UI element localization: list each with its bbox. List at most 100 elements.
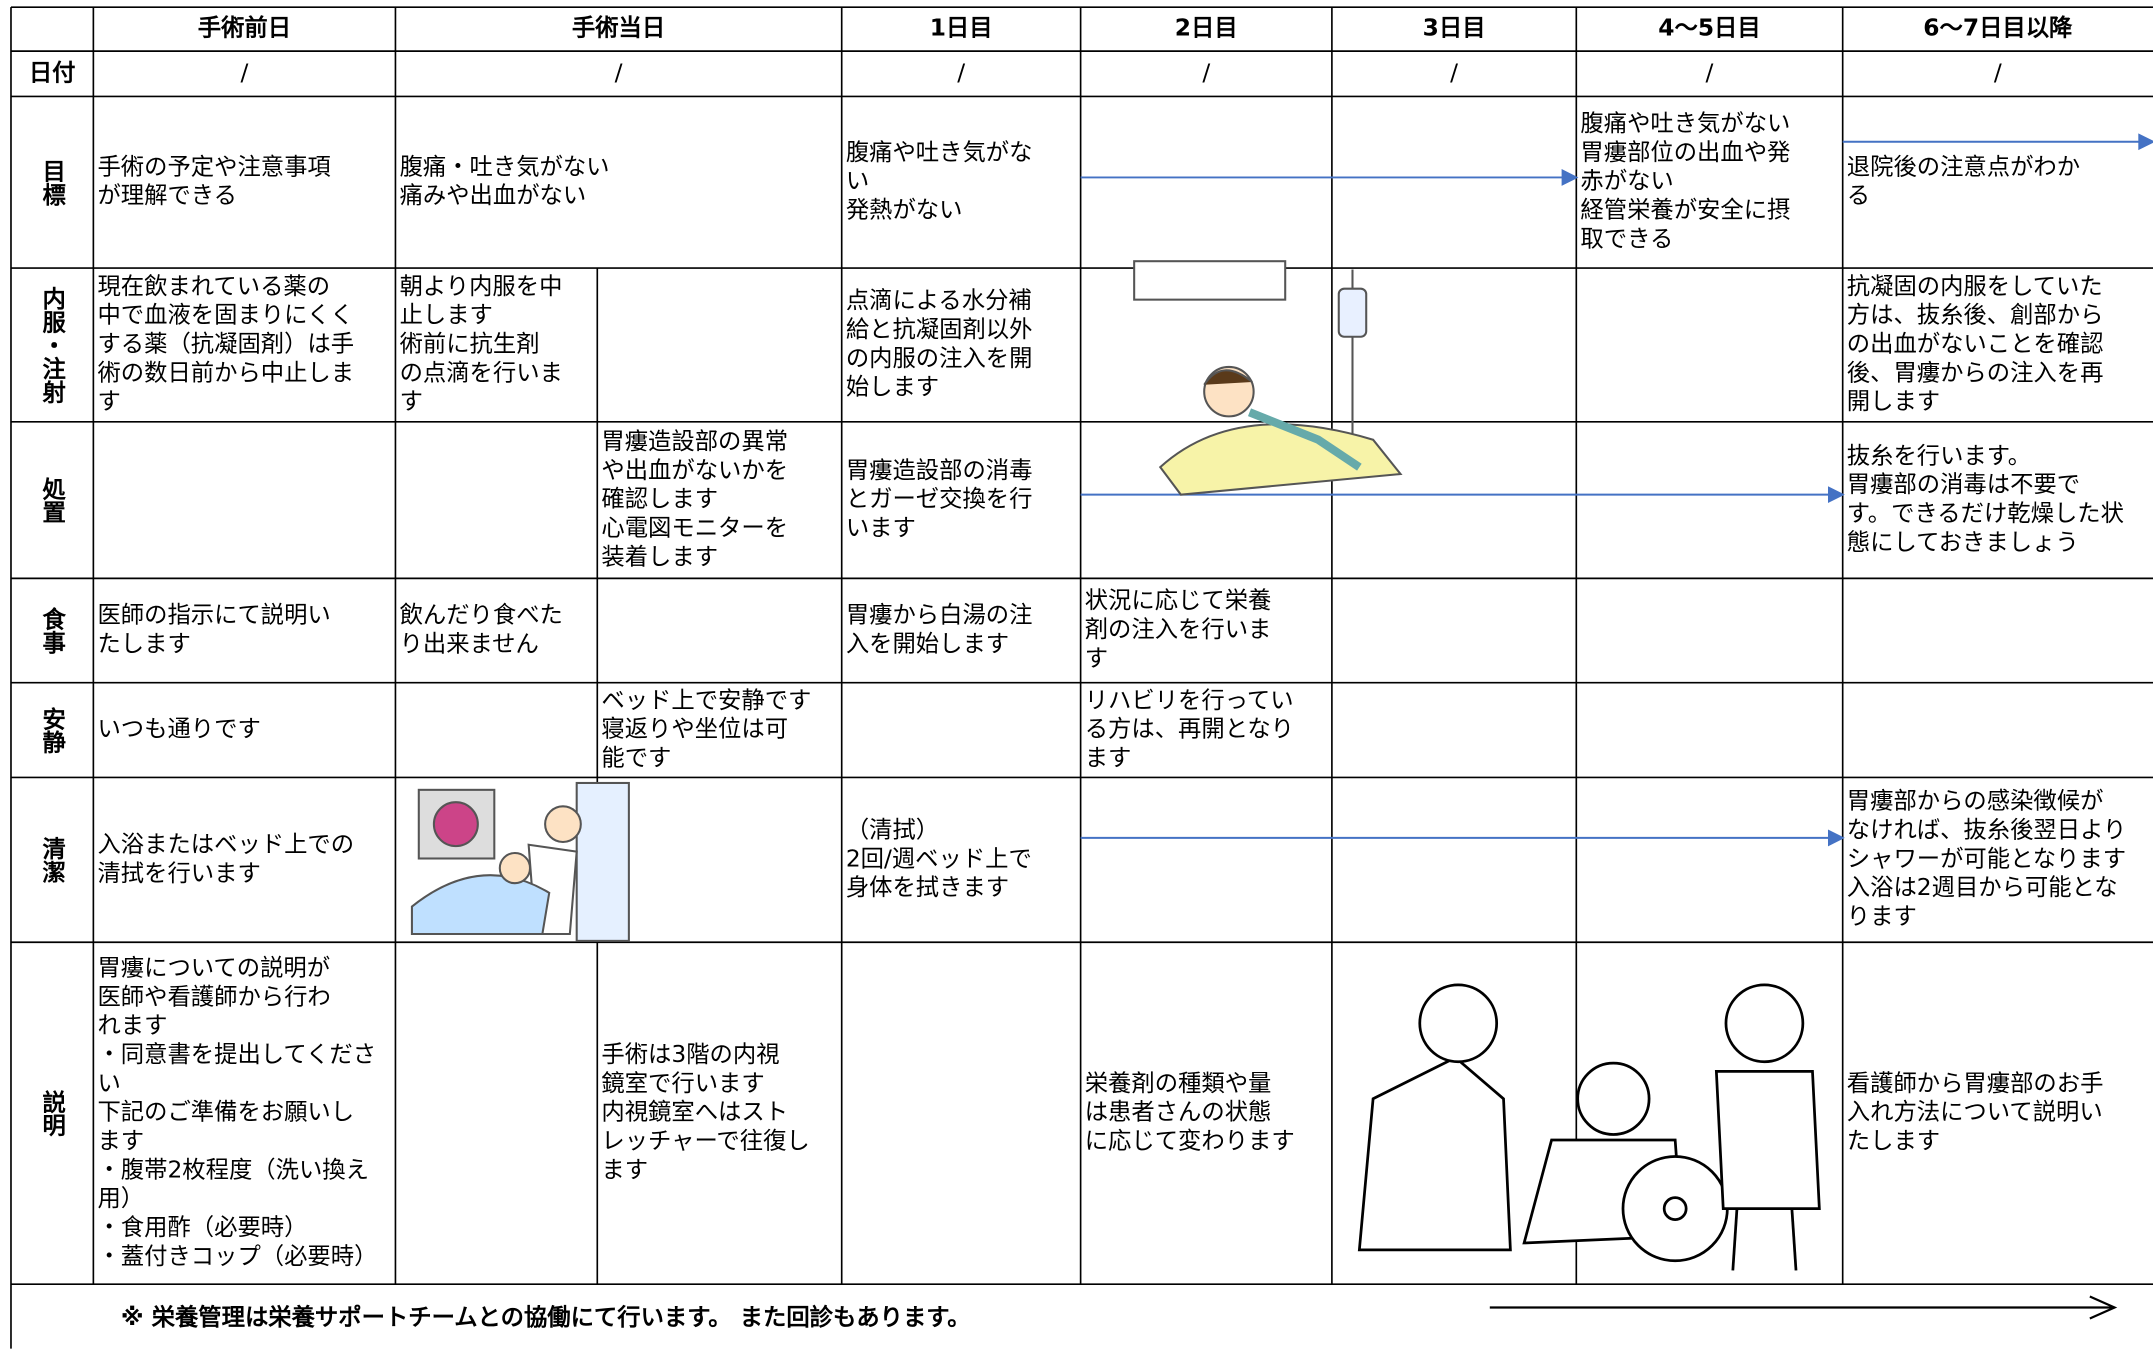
cell-text: たします	[1847, 1127, 1940, 1155]
cell-text: 剤の注入を行いま	[1085, 615, 1272, 643]
cell-text: リハビリを行ってい	[1085, 686, 1294, 714]
cell-text: 医師の指示にて説明い	[97, 601, 330, 629]
cell-text: ります	[1847, 902, 1917, 930]
cell-text: 状況に応じて栄養	[1085, 586, 1272, 614]
cell-text: 医師や看護師から行わ	[97, 982, 330, 1010]
cell-text: 栄養剤の種類や量	[1085, 1069, 1272, 1097]
cell-text: なければ、抜糸後翌日より	[1847, 816, 2126, 844]
cell-text: や出血がないかを	[601, 456, 788, 484]
cell-text: 手術は3階の内視	[601, 1040, 779, 1068]
cell-text: 寝返りや坐位は可	[601, 715, 788, 743]
cell-text: ・腹帯2枚程度（洗い換え	[97, 1155, 368, 1183]
cell-text: /	[957, 58, 965, 86]
footnote: ※ 栄養管理は栄養サポートチームとの協働にて行います。 また回診もあります。	[121, 1303, 971, 1331]
cell-text: す	[1085, 644, 1108, 672]
cell-text: の出血がないことを確認	[1847, 329, 2104, 357]
cell-text: 胃瘻から白湯の注	[846, 601, 1033, 629]
cell-text: 術の数日前から中止しま	[97, 358, 354, 386]
column-header: 1日目	[930, 14, 993, 42]
cell-text: とガーゼ交換を行	[846, 485, 1033, 513]
row-label: 清潔	[38, 836, 66, 883]
cell-text: 抗凝固の内服をしていた	[1847, 272, 2103, 300]
cell-text: 飲んだり食べた	[400, 601, 563, 629]
cell-text: 鏡室で行います	[601, 1069, 764, 1097]
cell-text: 胃瘻についての説明が	[97, 954, 330, 982]
row-label: 日付	[29, 58, 76, 86]
cell-text: 内視鏡室へはスト	[601, 1098, 788, 1126]
cell-text: る	[1847, 181, 1870, 209]
cell-text: いつも通りです	[97, 715, 260, 743]
cell-text: /	[240, 58, 248, 86]
cell-text: 方は、抜糸後、創部から	[1847, 301, 2104, 329]
cell-text: 朝より内服を中	[400, 272, 563, 300]
cell-text: 身体を拭きます	[846, 873, 1009, 901]
cell-text: 能です	[601, 743, 671, 771]
cell-text: 胃瘻部位の出血や発	[1580, 138, 1790, 166]
cell-text: の内服の注入を開	[846, 344, 1033, 372]
cell-text: ます	[97, 1127, 144, 1155]
cell-text: に応じて変わります	[1085, 1127, 1295, 1155]
cell-text: 心電図モニターを	[601, 513, 788, 541]
cell-text: 腹痛や吐き気がな	[846, 138, 1033, 166]
cell-text: 2回/週ベッド上で	[846, 844, 1032, 872]
column-header: 4〜5日目	[1658, 14, 1760, 42]
cell-text: す	[400, 387, 423, 415]
cell-text: /	[1450, 58, 1458, 86]
illustration-staff	[1357, 983, 1821, 1271]
cell-text: ・同意書を提出してくださ	[97, 1040, 376, 1068]
table-grid	[10, 6, 2153, 1349]
cell-text: 入浴は2週目から可能とな	[1847, 873, 2118, 901]
cell-text: /	[1706, 58, 1714, 86]
row-label: 安静	[38, 705, 66, 754]
cell-text: 術前に抗生剤	[400, 329, 540, 357]
cell-text: 経管栄養が安全に摂	[1580, 196, 1790, 224]
cell-text: 下記のご準備をお願いし	[97, 1098, 354, 1126]
cell-text: /	[615, 58, 623, 86]
cell-text: 胃瘻部の消毒は不要で	[1847, 470, 2080, 498]
cell-text: 胃瘻部からの感染徴候が	[1847, 787, 2104, 815]
cell-text: 中で血液を固まりにくく	[97, 301, 353, 329]
cell-text: 給と抗凝固剤以外	[846, 315, 1033, 343]
cell-text: 腹痛・吐き気がない	[400, 152, 610, 180]
cell-text: は患者さんの状態	[1085, 1098, 1272, 1126]
cell-text: い	[97, 1069, 120, 1097]
cell-text: 赤がない	[1580, 167, 1673, 195]
cell-text: 発熱がない	[846, 196, 963, 224]
column-header: 6〜7日目以降	[1923, 14, 2073, 42]
cell-text: シャワーが可能となります	[1847, 844, 2126, 872]
cell-text: 後、胃瘻からの注入を再	[1847, 358, 2104, 386]
cell-text: 確認します	[601, 485, 718, 513]
cell-text: 現在飲まれている薬の	[97, 272, 330, 300]
column-header: 手術前日	[198, 14, 291, 42]
row-label: 内服・注射	[38, 286, 67, 404]
cell-text: 腹痛や吐き気がない	[1580, 109, 1790, 137]
cell-text: います	[846, 513, 916, 541]
cell-text: 入れ方法について説明い	[1847, 1098, 2103, 1126]
cell-text: ます	[1085, 743, 1132, 771]
cell-text: の点滴を行いま	[400, 358, 563, 386]
cell-text: す	[97, 387, 120, 415]
cell-text: 始します	[846, 373, 939, 401]
cell-text: 取できる	[1580, 224, 1673, 252]
cell-text: 入を開始します	[846, 629, 1009, 657]
cell-text: 看護師から胃瘻部のお手	[1847, 1069, 2104, 1097]
cell-text: 止します	[400, 301, 493, 329]
cell-text: 装着します	[601, 542, 718, 570]
illustration-bed	[1133, 260, 1403, 496]
cell-text: ・蓋付きコップ（必要時）	[97, 1242, 377, 1270]
cell-text: ます	[601, 1155, 648, 1183]
cell-text: る方は、再開となり	[1085, 715, 1294, 743]
cell-text: レッチャーで往復し	[601, 1127, 809, 1155]
cell-text: 清拭を行います	[97, 859, 260, 887]
row-label: 食事	[38, 606, 66, 654]
cell-text: （清拭）	[846, 816, 939, 844]
cell-text: 入浴またはベッド上での	[97, 830, 354, 858]
cell-text: ベッド上で安静です	[601, 686, 811, 714]
illustration-endoscopy	[410, 781, 630, 942]
cell-text: 抜糸を行います。	[1847, 441, 2031, 469]
arrows	[1080, 133, 2153, 847]
cell-text: い	[846, 167, 869, 195]
cell-text: たします	[97, 629, 190, 657]
cell-text: 態にしておきましょう	[1847, 528, 2079, 556]
cell-text: れます	[97, 1011, 167, 1039]
